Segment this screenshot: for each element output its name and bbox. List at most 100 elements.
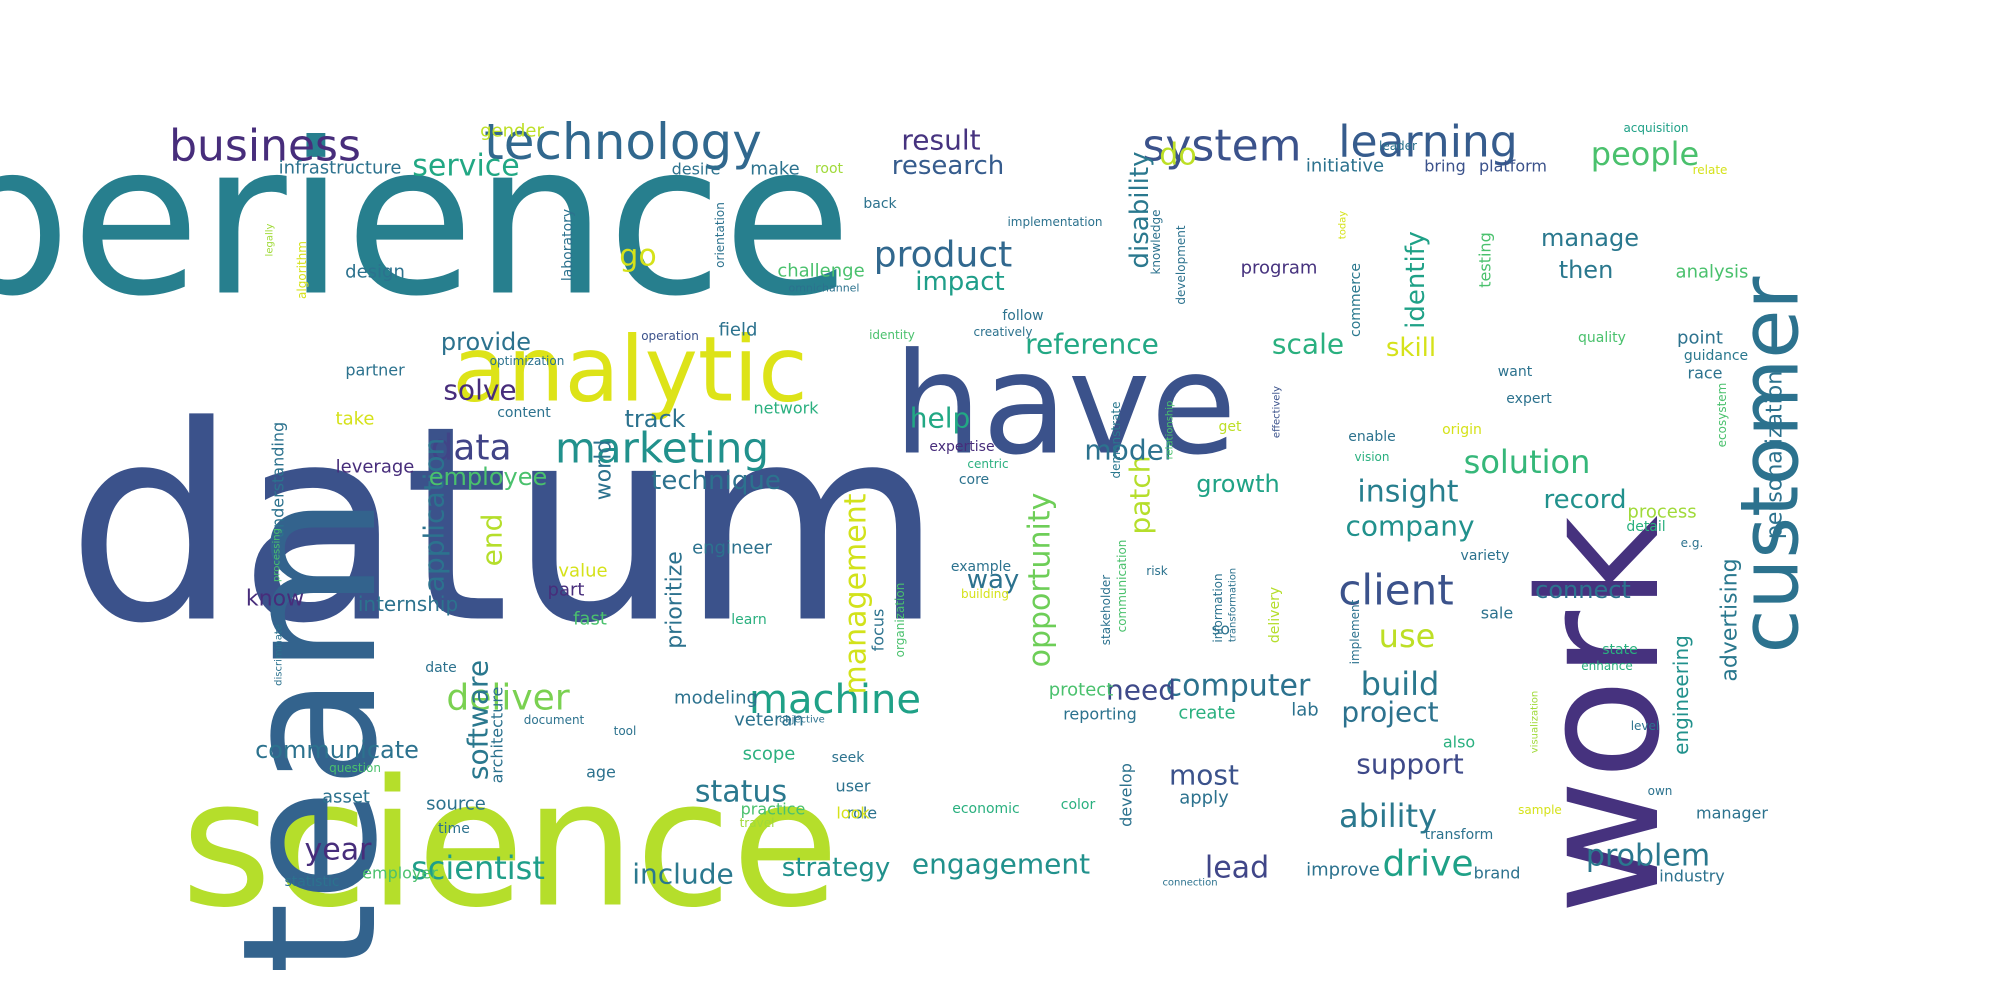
word-legally: legally <box>265 223 276 256</box>
word-expertise: expertise <box>929 439 994 455</box>
word-scientist: scientist <box>411 849 545 887</box>
word-take: take <box>336 409 375 430</box>
word-personalization: personalization <box>1763 371 1788 539</box>
word-most: most <box>1169 759 1239 792</box>
word-provide: provide <box>441 328 531 356</box>
word-datum: datum <box>67 368 944 683</box>
word-create: create <box>1178 703 1235 724</box>
word-initiative: initiative <box>1306 156 1384 177</box>
word-strategy: strategy <box>782 853 890 883</box>
word-system: system <box>1142 121 1301 172</box>
word-so: so <box>1212 620 1230 639</box>
word-status: status <box>695 775 787 810</box>
word-operation: operation <box>641 329 699 343</box>
word-problem: problem <box>1586 839 1710 874</box>
word-statistic: statistic <box>284 874 339 890</box>
word-develop: develop <box>1117 763 1136 827</box>
word-effectively: effectively <box>1272 386 1283 438</box>
word-also: also <box>1443 733 1475 752</box>
word-brand: brand <box>1474 864 1521 883</box>
word-look: look <box>836 804 870 823</box>
word-fast: fast <box>573 609 607 630</box>
word-client: client <box>1338 566 1453 615</box>
word-e-g-: e.g. <box>1681 536 1704 550</box>
word-identity: identity <box>869 328 915 342</box>
word-model: model <box>1084 434 1171 467</box>
word-economic: economic <box>952 801 1020 817</box>
word-asset: asset <box>322 787 370 808</box>
word-ability: ability <box>1339 797 1437 835</box>
word-demonstrate: demonstrate <box>1109 402 1123 479</box>
word-go: go <box>619 239 656 274</box>
word-acquisition: acquisition <box>1623 121 1688 135</box>
word-content: content <box>497 405 551 421</box>
word-management: management <box>839 493 874 694</box>
word-customer: customer <box>1724 277 1817 654</box>
word-laboratory: laboratory <box>560 209 576 281</box>
word-deliver: deliver <box>446 678 569 719</box>
word-information: information <box>1211 573 1225 642</box>
word-result: result <box>901 124 980 157</box>
word-bring: bring <box>1424 157 1465 176</box>
word-desire: desire <box>672 160 721 179</box>
word-source: source <box>426 794 486 815</box>
word-commerce: commerce <box>1348 263 1364 337</box>
word-relationship: relationship <box>1165 401 1176 460</box>
word-engineer: engineer <box>692 538 772 559</box>
word-expert: expert <box>1506 391 1552 407</box>
word-business: business <box>169 121 361 172</box>
word-want: want <box>1498 364 1533 380</box>
word-manage: manage <box>1541 224 1639 252</box>
word-impact: impact <box>915 267 1004 297</box>
word-testing: testing <box>1476 232 1495 287</box>
word-discriminate: discriminate <box>274 624 285 686</box>
word-example: example <box>951 559 1011 575</box>
word-back: back <box>863 196 897 212</box>
word-implement: implement <box>1348 599 1362 664</box>
word-process: process <box>1627 502 1696 523</box>
word-advertising: advertising <box>1718 558 1743 681</box>
word-opportunity: opportunity <box>1023 493 1058 668</box>
word-design: design <box>345 262 405 283</box>
word-follow: follow <box>1002 308 1043 324</box>
word-patch: patch <box>1124 455 1157 534</box>
word-program: program <box>1241 258 1318 279</box>
word-industry: industry <box>1659 867 1725 886</box>
word-detail: detail <box>1626 519 1665 535</box>
word-value: value <box>558 561 607 582</box>
word-enable: enable <box>1348 429 1395 445</box>
word-solve: solve <box>443 374 516 407</box>
word-data: data <box>430 428 511 469</box>
word-omnichannel: omnichannel <box>788 282 859 295</box>
word-point: point <box>1677 328 1723 349</box>
word-product: product <box>874 235 1012 276</box>
word-service: service <box>412 149 519 184</box>
word-delivery: delivery <box>1267 587 1283 643</box>
word-state: state <box>1602 642 1637 658</box>
word-race: race <box>1687 364 1722 383</box>
word-guidance: guidance <box>1684 348 1748 364</box>
word-skill: skill <box>1386 333 1436 363</box>
word-sample: sample <box>1518 803 1562 817</box>
word-lab: lab <box>1291 700 1318 721</box>
word-identify: identify <box>1401 231 1431 329</box>
word-variety: variety <box>1461 548 1510 564</box>
word-learning: learning <box>1338 117 1518 168</box>
word-need: need <box>1106 674 1176 707</box>
word-focus: focus <box>869 609 888 652</box>
word-employee: employee <box>429 463 547 491</box>
word-seek: seek <box>832 750 866 766</box>
word-leverage: leverage <box>336 457 415 478</box>
word-make: make <box>750 159 799 180</box>
word-know: know <box>246 587 304 612</box>
word-research: research <box>892 151 1004 181</box>
word-engineering: engineering <box>1669 635 1693 755</box>
word-solution: solution <box>1464 443 1591 481</box>
word-optimization: optimization <box>490 354 565 368</box>
word-vision: vision <box>1355 450 1390 464</box>
word-improve: improve <box>1306 860 1380 881</box>
word-internship: internship <box>358 592 458 616</box>
word-software: software <box>462 660 495 780</box>
word-practice: practice <box>741 800 806 819</box>
word-stakeholder: stakeholder <box>1099 575 1113 645</box>
